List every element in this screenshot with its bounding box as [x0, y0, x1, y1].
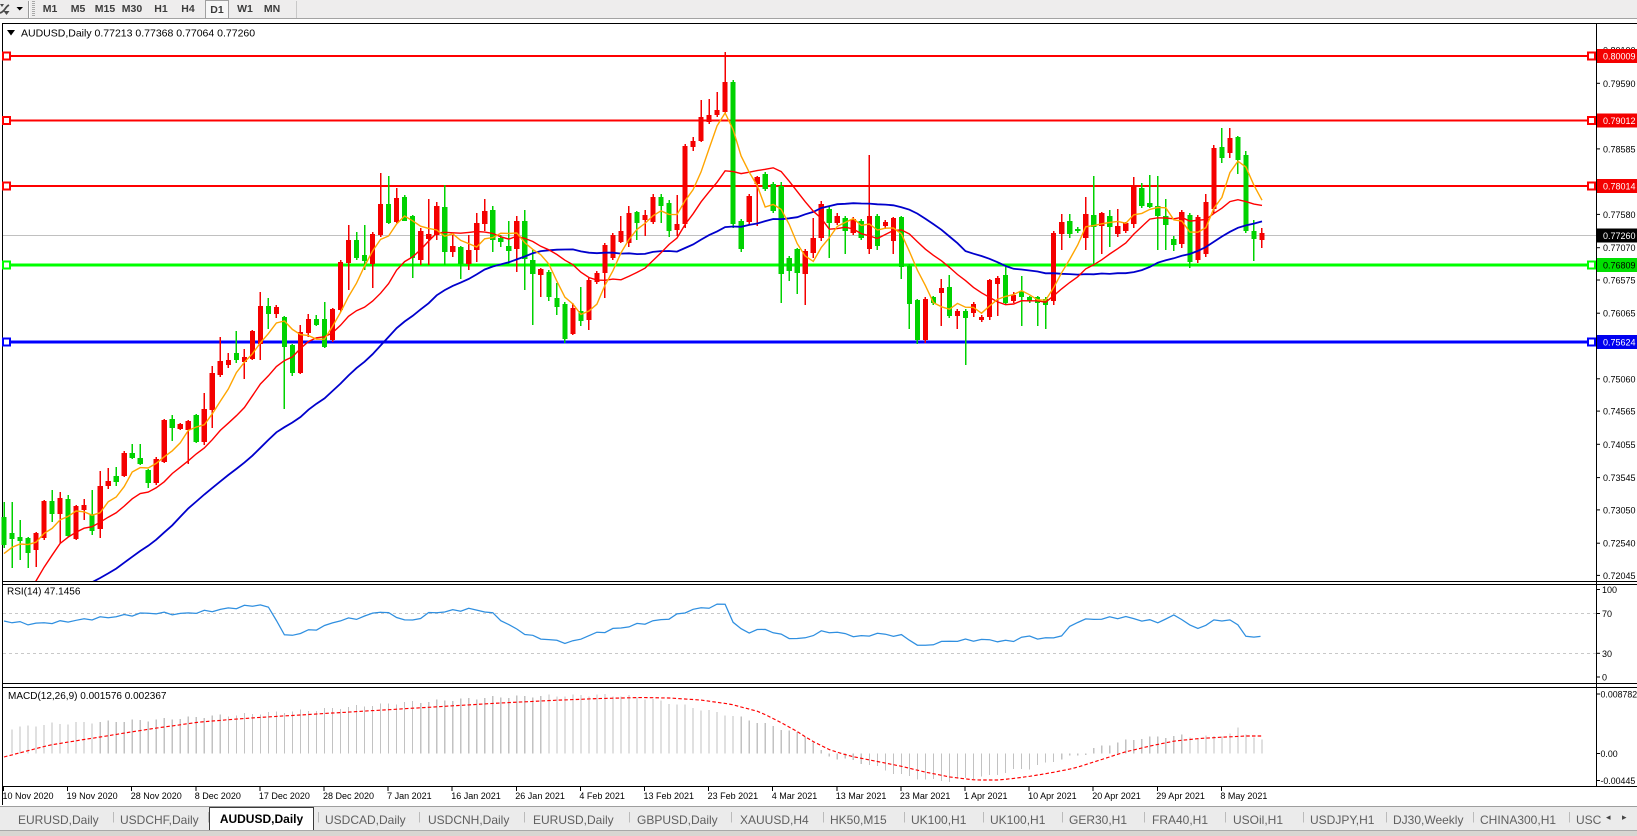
svg-text:100: 100	[1602, 585, 1617, 595]
svg-text:0.73545: 0.73545	[1603, 473, 1636, 483]
svg-text:23 Mar 2021: 23 Mar 2021	[900, 791, 951, 801]
svg-text:0.72540: 0.72540	[1603, 539, 1636, 549]
svg-text:13 Mar 2021: 13 Mar 2021	[836, 791, 887, 801]
svg-text:28 Dec 2020: 28 Dec 2020	[323, 791, 374, 801]
svg-text:26 Jan 2021: 26 Jan 2021	[515, 791, 565, 801]
svg-text:23 Feb 2021: 23 Feb 2021	[708, 791, 759, 801]
svg-text:0.00: 0.00	[1601, 749, 1618, 759]
svg-text:20 Apr 2021: 20 Apr 2021	[1092, 791, 1141, 801]
svg-text:0: 0	[1602, 673, 1607, 683]
svg-text:0.76575: 0.76575	[1603, 276, 1636, 286]
svg-text:8 Dec 2020: 8 Dec 2020	[195, 791, 241, 801]
svg-text:0.77260: 0.77260	[1603, 231, 1636, 241]
svg-text:0.80009: 0.80009	[1603, 52, 1636, 62]
svg-text:0.79012: 0.79012	[1603, 116, 1636, 126]
svg-text:30: 30	[1602, 649, 1612, 659]
svg-text:70: 70	[1602, 609, 1612, 619]
svg-text:MACD(12,26,9) 0.001576 0.00236: MACD(12,26,9) 0.001576 0.002367	[8, 691, 167, 702]
svg-text:0.77070: 0.77070	[1603, 243, 1636, 253]
svg-text:0.72045: 0.72045	[1603, 571, 1636, 581]
svg-text:13 Feb 2021: 13 Feb 2021	[644, 791, 695, 801]
svg-text:10 Apr 2021: 10 Apr 2021	[1028, 791, 1077, 801]
svg-text:0.75060: 0.75060	[1603, 374, 1636, 384]
svg-text:-0.00445: -0.00445	[1601, 776, 1636, 786]
svg-text:0.73050: 0.73050	[1603, 505, 1636, 515]
svg-text:4 Mar 2021: 4 Mar 2021	[772, 791, 818, 801]
svg-text:29 Apr 2021: 29 Apr 2021	[1156, 791, 1205, 801]
svg-text:17 Dec 2020: 17 Dec 2020	[259, 791, 310, 801]
svg-text:4 Feb 2021: 4 Feb 2021	[579, 791, 625, 801]
svg-text:16 Jan 2021: 16 Jan 2021	[451, 791, 501, 801]
svg-text:19 Nov 2020: 19 Nov 2020	[67, 791, 118, 801]
svg-text:0.74565: 0.74565	[1603, 407, 1636, 417]
svg-text:7 Jan 2021: 7 Jan 2021	[387, 791, 432, 801]
svg-text:10 Nov 2020: 10 Nov 2020	[3, 791, 54, 801]
svg-text:28 Nov 2020: 28 Nov 2020	[131, 791, 182, 801]
svg-text:0.008782: 0.008782	[1601, 690, 1637, 700]
svg-text:RSI(14) 47.1456: RSI(14) 47.1456	[7, 587, 81, 598]
svg-text:AUDUSD,Daily 0.77213 0.77368: AUDUSD,Daily 0.77213 0.77368 0.77064 0.7…	[21, 28, 255, 40]
svg-text:0.76809: 0.76809	[1603, 261, 1636, 271]
svg-text:0.76065: 0.76065	[1603, 309, 1636, 319]
svg-text:8 May 2021: 8 May 2021	[1220, 791, 1267, 801]
svg-text:0.74055: 0.74055	[1603, 440, 1636, 450]
svg-text:0.79590: 0.79590	[1603, 79, 1636, 89]
svg-text:0.78014: 0.78014	[1603, 182, 1636, 192]
svg-text:0.78585: 0.78585	[1603, 144, 1636, 154]
svg-text:0.75624: 0.75624	[1603, 338, 1636, 348]
svg-text:0.77580: 0.77580	[1603, 210, 1636, 220]
svg-text:1 Apr 2021: 1 Apr 2021	[964, 791, 1008, 801]
